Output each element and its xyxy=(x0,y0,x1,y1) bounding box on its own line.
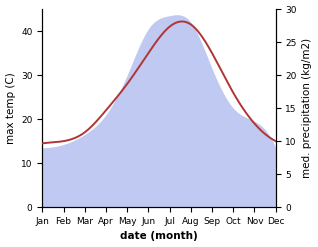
Y-axis label: max temp (C): max temp (C) xyxy=(5,72,16,144)
Y-axis label: med. precipitation (kg/m2): med. precipitation (kg/m2) xyxy=(302,38,313,178)
X-axis label: date (month): date (month) xyxy=(120,231,198,242)
